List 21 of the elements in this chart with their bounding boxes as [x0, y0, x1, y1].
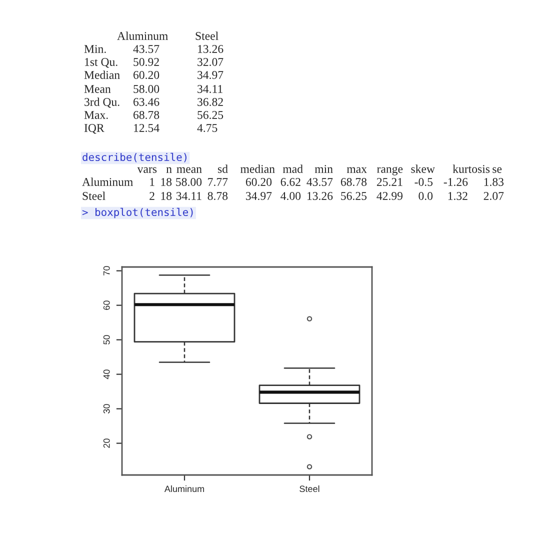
- y-tick-label: 20: [103, 438, 110, 448]
- y-tick-label: 50: [103, 335, 110, 344]
- text: 1st Qu. 50.92 32.07: [85, 58, 224, 68]
- text: Mean 58.00 34.11: [84, 84, 222, 94]
- x-tick-label: Steel: [300, 485, 320, 492]
- text: IQR 12.54 4.75: [84, 124, 218, 134]
- y-tick-label: 70: [103, 266, 110, 276]
- y-tick-label: 60: [103, 300, 110, 310]
- text: Aluminum 1 18 58.00 7.77 60.20 6.62 43.57 68.78 25.21 -0.5 -1.26 1.83: [82, 178, 504, 186]
- chart-title: > boxplot(tensile): [82, 208, 193, 218]
- text: Max. 68.78 56.25: [84, 110, 224, 120]
- text: Median 60.20 34.97: [84, 70, 224, 80]
- text: Min. 43.57 13.26: [84, 45, 224, 54]
- x-tick-label: Aluminum: [164, 485, 204, 492]
- text: Aluminum Steel: [117, 32, 218, 40]
- y-tick-label: 30: [103, 404, 110, 414]
- text: 3rd Qu. 63.46 36.82: [84, 98, 223, 108]
- text: vars n mean sd median mad min max range skew kurtosis se: [137, 164, 502, 176]
- text: describe(tensile): [82, 152, 186, 162]
- text: Steel 2 18 34.11 8.78 34.97 4.00 13.26 56.25 42.99 0.0 1.32 2.07: [82, 192, 504, 200]
- y-tick-label: 40: [103, 370, 110, 380]
